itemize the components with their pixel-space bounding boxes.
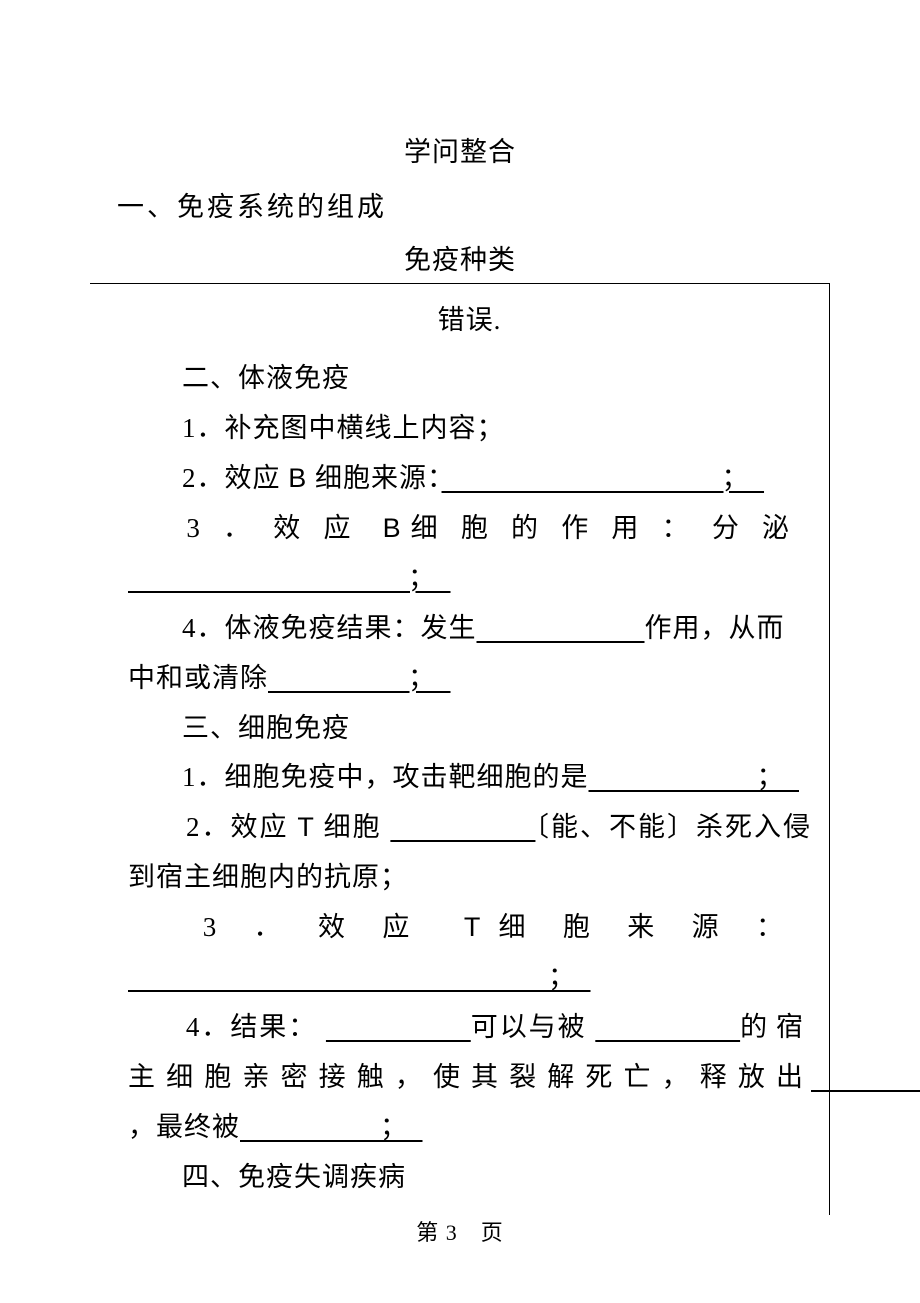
subtitle-immune-types: 免疫种类 xyxy=(90,238,830,277)
content-box: 错误. 二、体液免疫 1．补充图中横线上内容； 2．效应 B 细胞来源： ； 3… xyxy=(90,283,830,1215)
blank-field xyxy=(811,1062,920,1092)
item-3-2: 2．效应 T 细胞 〔能、不能〕杀死入侵到宿主细胞内的抗原； xyxy=(128,803,811,903)
item-2-4: 4．体液免疫结果：发生 作用，从而中和或清除 ； xyxy=(128,604,811,704)
blank-field: ； xyxy=(268,663,451,693)
item-2-3-blank: ； xyxy=(128,554,811,604)
blank-field: ； xyxy=(589,762,800,792)
text-error: 错误. xyxy=(128,296,811,346)
item-3-1: 1．细胞免疫中，攻击靶细胞的是 ； xyxy=(128,753,811,803)
blank-field: ； xyxy=(442,463,765,493)
item-3-4: 4．结果： 可以与被 的宿主细胞亲密接触，使其裂解死亡，释放出 ，最终被 ； xyxy=(128,1003,811,1153)
item-3-3: 3．效应 T 细胞来源： xyxy=(128,903,811,953)
heading-section-1: 一、免疫系统的组成 xyxy=(90,185,830,224)
heading-section-2: 二、体液免疫 xyxy=(128,354,811,404)
heading-section-3: 三、细胞免疫 xyxy=(128,704,811,754)
item-3-3-blank: ； xyxy=(128,953,811,1003)
heading-section-4: 四、免疫失调疾病 xyxy=(128,1153,811,1203)
blank-field xyxy=(390,812,535,842)
blank-field xyxy=(595,1012,740,1042)
blank-field xyxy=(326,1012,471,1042)
blank-field xyxy=(477,613,645,643)
item-2-3: 3．效应 B 细胞的作用：分泌 xyxy=(128,504,811,554)
page-footer: 第 3 页 xyxy=(0,1215,920,1247)
blank-field: ； xyxy=(240,1112,423,1142)
item-2-2: 2．效应 B 细胞来源： ； xyxy=(128,454,811,504)
page-title: 学问整合 xyxy=(90,130,830,169)
item-2-1: 1．补充图中横线上内容； xyxy=(128,404,811,454)
